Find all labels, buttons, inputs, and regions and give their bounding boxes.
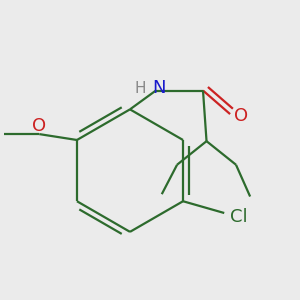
Text: H: H [135, 81, 146, 96]
Text: Cl: Cl [230, 208, 247, 226]
Text: N: N [153, 79, 166, 97]
Text: O: O [32, 117, 46, 135]
Text: O: O [234, 107, 248, 125]
